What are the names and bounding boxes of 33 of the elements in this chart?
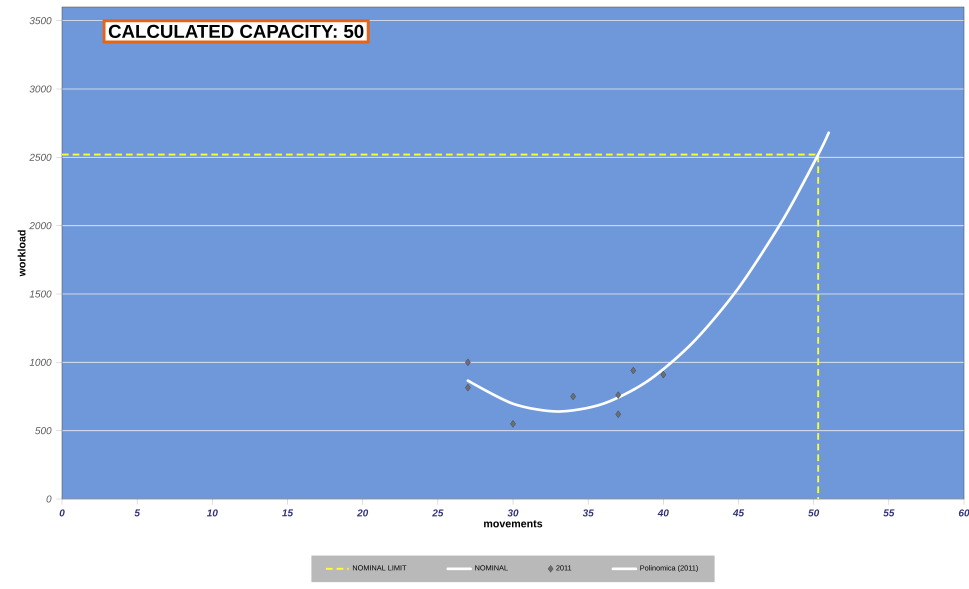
y-tick-label: 1000 [30, 358, 52, 366]
y-tick-label: 3500 [30, 17, 52, 24]
point [615, 410, 622, 418]
point [465, 358, 471, 366]
x-tick-label: 25 [432, 509, 444, 516]
point [570, 392, 576, 400]
line-series [466, 131, 830, 413]
point [615, 391, 622, 399]
x-tick-label: 55 [883, 509, 895, 516]
point [660, 370, 666, 378]
y-axis-title: workload [18, 230, 26, 276]
x-tick-label: 45 [732, 509, 744, 516]
x-tick-label: 30 [508, 509, 518, 516]
x-tick-label: 35 [582, 509, 594, 516]
x-tick-label: 0 [60, 509, 65, 516]
y-tick-label: 0 [46, 495, 52, 503]
y-tick-label: 3000 [30, 85, 52, 93]
x-tick-label: 10 [206, 509, 218, 516]
x-tick-label: 15 [282, 509, 294, 516]
x-axis-title: movements [484, 520, 542, 528]
point [465, 384, 471, 392]
y-tick-label: 2000 [29, 222, 52, 230]
annotation: CALCULATED CAPACITY: 50 [108, 24, 364, 38]
y-tick-label: 500 [35, 427, 52, 434]
x-tick-label: 20 [356, 509, 368, 516]
y-tick-label: 1500 [30, 290, 52, 298]
x-tick-label: 50 [808, 509, 820, 516]
point [630, 366, 636, 374]
y-tick-label: 2500 [29, 154, 52, 161]
x-tick-label: 60 [958, 509, 969, 516]
x-tick-label: 5 [134, 509, 140, 516]
x-tick-label: 40 [658, 509, 669, 516]
point [510, 420, 516, 428]
